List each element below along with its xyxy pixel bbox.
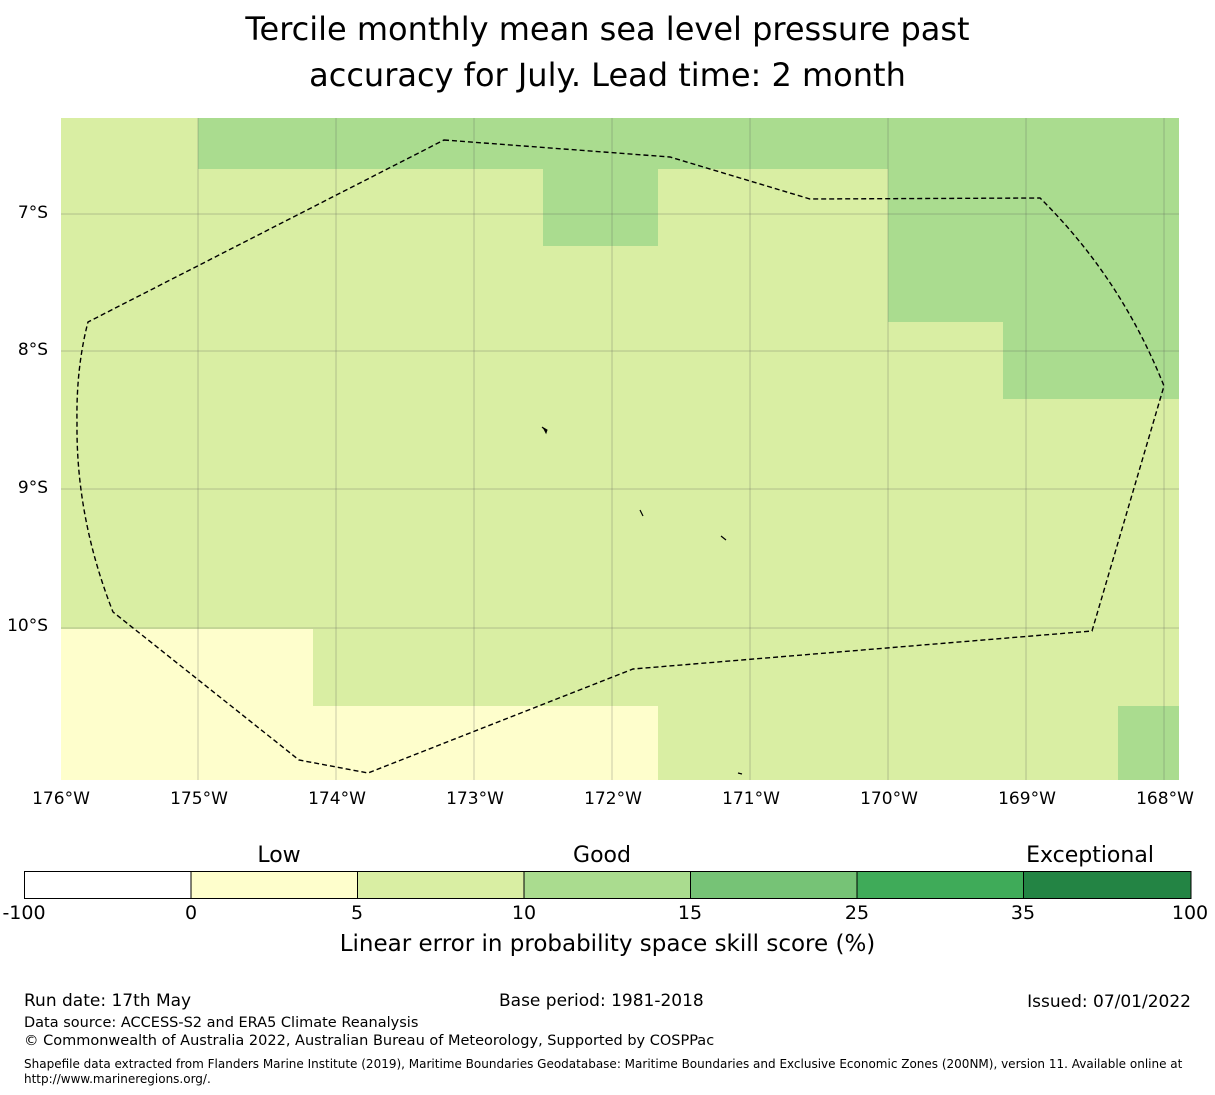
colorbar-segment <box>357 871 524 899</box>
title-line-2: accuracy for July. Lead time: 2 month <box>309 56 906 94</box>
chart-title: Tercile monthly mean sea level pressure … <box>0 6 1215 98</box>
island-3 <box>720 535 727 541</box>
base-period: Base period: 1981-2018 <box>499 991 704 1011</box>
map-cell-10-15-east <box>888 169 1179 322</box>
colorbar-category-good: Good <box>573 843 631 868</box>
colorbar-label: Linear error in probability space skill … <box>339 931 876 957</box>
island-1 <box>541 426 548 435</box>
map-cell-10-15-top-mid <box>543 169 658 246</box>
colorbar-segment <box>857 871 1024 899</box>
copyright: © Commonwealth of Australia 2022, Austra… <box>24 1033 715 1049</box>
data-source: Data source: ACCESS-S2 and ERA5 Climate … <box>24 1015 419 1031</box>
colorbar-segment <box>1023 871 1191 899</box>
colorbar-segment <box>524 871 691 899</box>
colorbar-tick: 5 <box>350 902 364 924</box>
colorbar-segment <box>191 871 358 899</box>
colorbar-segment <box>690 871 857 899</box>
y-tick-label: 9°S <box>17 478 48 498</box>
colorbar-tick: 10 <box>511 902 537 924</box>
colorbar-tick: -100 <box>2 902 46 924</box>
colorbar-category-exceptional: Exceptional <box>1026 843 1154 868</box>
colorbar-category-low: Low <box>257 843 301 868</box>
x-tick-label: 169°W <box>998 789 1056 809</box>
colorbar-tick: 15 <box>677 902 703 924</box>
issued-date: Issued: 07/01/2022 <box>1027 992 1191 1012</box>
map-cell-0-5-southwest <box>61 629 313 780</box>
island-2 <box>639 509 644 517</box>
colorbar-tick: 35 <box>1010 902 1036 924</box>
y-tick-label: 7°S <box>17 203 48 223</box>
x-tick-label: 170°W <box>860 789 918 809</box>
colorbar <box>24 871 1192 899</box>
x-tick-label: 173°W <box>446 789 504 809</box>
x-tick-label: 171°W <box>722 789 780 809</box>
colorbar-outline <box>24 871 1192 899</box>
run-date: Run date: 17th May <box>24 991 192 1011</box>
map-gridlines <box>61 118 1179 780</box>
map-cell-10-15-east-low <box>1003 322 1179 399</box>
map-cell-0-5-south <box>313 706 658 780</box>
colorbar-tick: 25 <box>844 902 870 924</box>
x-tick-label: 172°W <box>584 789 642 809</box>
skill-map <box>61 118 1179 780</box>
map-cell-10-15-southeast <box>1118 706 1179 780</box>
x-tick-label: 175°W <box>170 789 228 809</box>
colorbar-segment <box>24 871 191 899</box>
island-4 <box>737 772 743 775</box>
y-tick-label: 8°S <box>17 340 48 360</box>
x-tick-label: 176°W <box>32 789 90 809</box>
shapefile-credit: Shapefile data extracted from Flanders M… <box>24 1057 1183 1086</box>
eez-boundary <box>76 139 1165 774</box>
map-cell-10-15-top <box>198 118 1179 169</box>
colorbar-tick: 100 <box>1171 902 1209 924</box>
title-line-1: Tercile monthly mean sea level pressure … <box>245 10 970 48</box>
colorbar-tick: 0 <box>184 902 198 924</box>
x-tick-label: 168°W <box>1136 789 1194 809</box>
y-tick-label: 10°S <box>7 616 48 636</box>
x-tick-label: 174°W <box>308 789 366 809</box>
